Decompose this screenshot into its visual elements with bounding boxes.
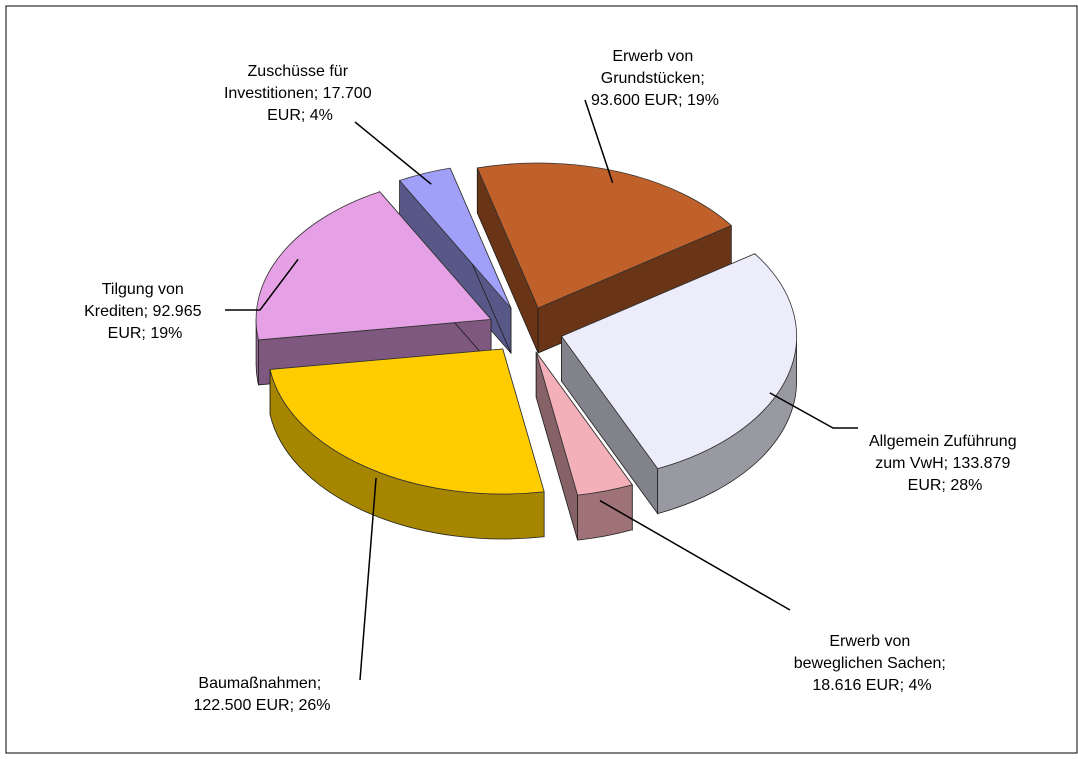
leader-line [354, 121, 432, 185]
data-label: Erwerb von beweglichen Sachen; 18.616 EU… [794, 633, 951, 694]
label-line: Erwerb von [829, 633, 914, 650]
slice [269, 348, 545, 495]
data-label: Zuschüsse für Investitionen; 17.700 EUR;… [224, 63, 376, 124]
label-line: 18.616 EUR; 4% [812, 677, 931, 694]
label-line: beweglichen Sachen; [794, 655, 951, 672]
slice [535, 352, 633, 496]
slice [560, 253, 797, 470]
label-line: Allgemein Zuführung [869, 433, 1021, 450]
data-label: Tilgung von Krediten; 92.965 EUR; 19% [84, 281, 206, 342]
label-line: Investitionen; 17.700 [224, 85, 376, 102]
label-line: EUR; 4% [267, 107, 333, 124]
leader-line [359, 477, 377, 681]
data-label: Baumaßnahmen; 122.500 EUR; 26% [194, 675, 331, 714]
leader-line [584, 99, 614, 183]
slice [255, 191, 492, 341]
label-line: EUR; 28% [908, 477, 983, 494]
data-label: Allgemein Zuführung zum VwH; 133.879 EUR… [869, 433, 1021, 494]
leader-line [225, 258, 299, 311]
label-line: 122.500 EUR; 26% [194, 697, 331, 714]
slice [476, 162, 733, 309]
data-label: Erwerb von Grundstücken; 93.600 EUR; 19% [591, 48, 719, 109]
label-line: Baumaßnahmen; [198, 675, 325, 692]
label-line: Krediten; 92.965 [84, 303, 206, 320]
label-line: EUR; 19% [108, 325, 183, 342]
label-line: Erwerb von [612, 48, 697, 65]
label-line: Grundstücken; [601, 70, 710, 87]
slice [398, 167, 512, 309]
leader-line [599, 499, 791, 611]
label-line: 93.600 EUR; 19% [591, 92, 719, 109]
label-line: Zuschüsse für [248, 63, 353, 80]
label-line: zum VwH; 133.879 [875, 455, 1015, 472]
leader-line [769, 392, 858, 429]
label-line: Tilgung von [102, 281, 189, 298]
